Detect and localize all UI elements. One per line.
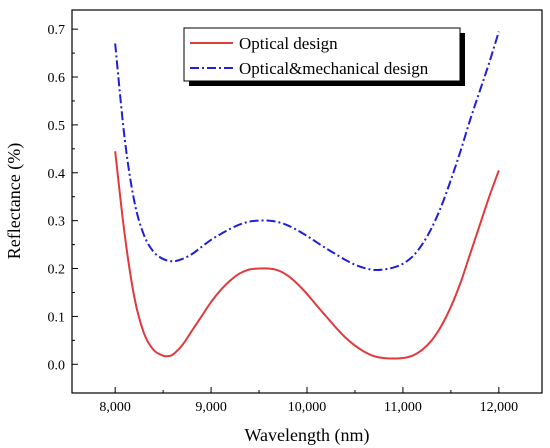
x-tick-label: 9,000	[195, 400, 227, 415]
legend-label-optical-design: Optical design	[239, 34, 338, 53]
y-tick-label: 0.4	[48, 167, 66, 182]
y-tick-label: 0.7	[48, 23, 66, 38]
x-tick-label: 10,000	[288, 400, 327, 415]
y-tick-label: 0.2	[48, 263, 66, 278]
x-tick-label: 11,000	[384, 400, 422, 415]
y-axis-ticks: 0.0 0.1 0.2 0.3 0.4 0.5 0.6 0.7	[48, 23, 78, 373]
x-tick-label: 8,000	[99, 400, 131, 415]
x-tick-label: 12,000	[480, 400, 519, 415]
legend: Optical design Optical&mechanical design	[183, 27, 465, 86]
y-tick-label: 0.0	[48, 358, 66, 373]
y-tick-label: 0.1	[48, 310, 66, 325]
legend-box	[183, 27, 461, 82]
x-axis-ticks: 8,000 9,000 10,000 11,000 12,000	[99, 387, 518, 415]
y-axis-title: Reflectance (%)	[4, 143, 25, 259]
y-tick-label: 0.6	[48, 71, 66, 86]
series-layer	[114, 31, 500, 360]
legend-label-optical-mechanical-design: Optical&mechanical design	[239, 59, 429, 78]
series-line-optical-mechanical-design	[114, 31, 500, 272]
y-tick-label: 0.3	[48, 215, 66, 230]
x-axis-title: Wavelength (nm)	[244, 425, 369, 446]
y-tick-label: 0.5	[48, 119, 66, 134]
series-line-optical-design	[114, 151, 500, 360]
